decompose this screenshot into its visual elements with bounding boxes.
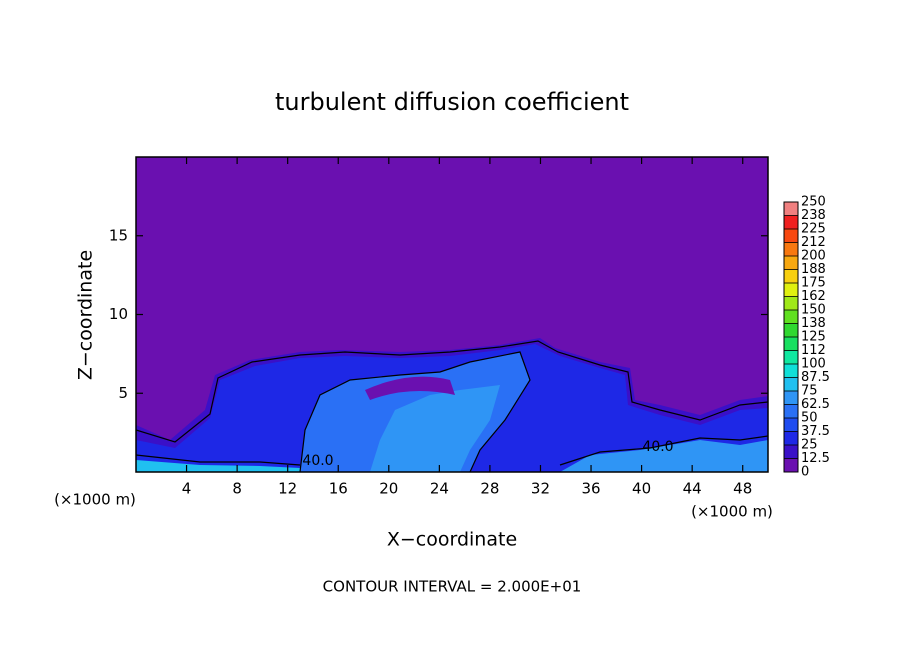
x-tick-label: 12	[278, 480, 297, 498]
colorbar-band	[784, 377, 798, 391]
colorbar-label: 250	[801, 195, 826, 210]
colorbar-label: 162	[801, 289, 826, 304]
x-tick-label: 32	[531, 480, 550, 498]
colorbar-label: 62.5	[801, 397, 830, 412]
colorbar-band	[784, 215, 798, 229]
contour-line	[136, 454, 301, 466]
x-axis-label: X−coordinate	[387, 529, 517, 551]
colorbar-label: 138	[801, 316, 826, 331]
field-region	[136, 460, 300, 472]
colorbar-band	[784, 337, 798, 351]
colorbar-label: 125	[801, 330, 826, 345]
x-tick-label: 44	[683, 480, 702, 498]
contour-line	[299, 351, 531, 472]
colorbar-band	[784, 256, 798, 270]
contour-line	[559, 435, 768, 466]
x-tick-label: 40	[632, 480, 651, 498]
x-tick-label: 16	[329, 480, 348, 498]
y-axis-label: Z−coordinate	[75, 250, 97, 380]
field-region	[370, 385, 500, 472]
colorbar-band	[784, 431, 798, 445]
x-tick-label: 24	[430, 480, 449, 498]
colorbar-band	[784, 283, 798, 297]
colorbar-band	[784, 296, 798, 310]
colorbar-label: 212	[801, 235, 826, 250]
colorbar-label: 87.5	[801, 370, 830, 385]
colorbar-band	[784, 350, 798, 364]
y-tick-label: 15	[109, 226, 128, 244]
colorbar-band	[784, 323, 798, 337]
colorbar-band	[784, 418, 798, 432]
colorbar-label: 25	[801, 438, 818, 453]
x-tick-label: 8	[232, 480, 242, 498]
contour-line	[136, 340, 768, 443]
contour-label: 40.0	[302, 453, 333, 469]
colorbar-band	[784, 391, 798, 405]
colorbar-label: 188	[801, 262, 826, 277]
colorbar-band	[784, 458, 798, 472]
x-tick-label: 48	[733, 480, 752, 498]
colorbar-band	[784, 242, 798, 256]
x-tick-label: 36	[581, 480, 600, 498]
colorbar-label: 175	[801, 276, 826, 291]
colorbar-label: 200	[801, 249, 826, 264]
x-tick-label: 20	[379, 480, 398, 498]
colorbar-band	[784, 310, 798, 324]
field-region	[560, 440, 768, 472]
colorbar-label: 0	[801, 465, 809, 480]
colorbar-band	[784, 269, 798, 283]
colorbar-band	[784, 404, 798, 418]
field	[136, 157, 768, 472]
colorbar-label: 75	[801, 384, 818, 399]
colorbar-band	[784, 202, 798, 216]
colorbar-label: 12.5	[801, 451, 830, 466]
colorbar-label: 100	[801, 357, 826, 372]
field-region	[365, 376, 455, 400]
colorbar-label: 150	[801, 303, 826, 318]
contour-label: 40.0	[642, 439, 673, 455]
x-unit: (×1000 m)	[691, 503, 773, 521]
colorbar-band	[784, 364, 798, 378]
colorbar-label: 225	[801, 222, 826, 237]
colorbar-label: 50	[801, 411, 818, 426]
colorbar-label: 37.5	[801, 424, 830, 439]
colorbar-band	[784, 445, 798, 459]
y-tick-label: 5	[118, 384, 128, 402]
chart-title: turbulent diffusion coefficient	[275, 88, 629, 116]
contour-interval: CONTOUR INTERVAL = 2.000E+01	[323, 578, 582, 596]
y-tick-label: 10	[109, 305, 128, 323]
x-tick-label: 4	[182, 480, 192, 498]
x-tick-label: 28	[480, 480, 499, 498]
colorbar-label: 112	[801, 343, 826, 358]
colorbar-label: 238	[801, 208, 826, 223]
y-unit: (×1000 m)	[54, 491, 136, 509]
colorbar-band	[784, 229, 798, 243]
